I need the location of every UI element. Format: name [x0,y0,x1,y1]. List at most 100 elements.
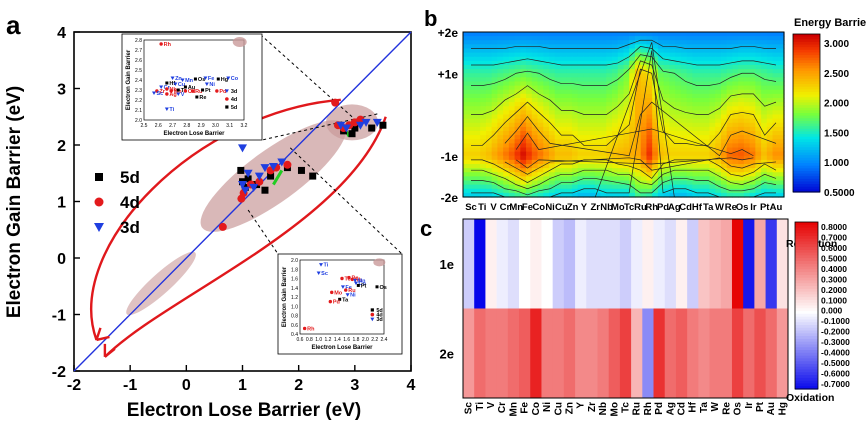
heat-cell [623,164,630,169]
heat-cell [663,93,670,99]
heat-cell [508,110,516,116]
inset-point-5d [183,85,187,89]
heat-cell [686,60,693,66]
inset-element-label: Mo [334,290,343,296]
heat-cell [589,65,596,70]
redox-cell [519,219,531,309]
heat-cell [749,164,756,169]
heat-cell [480,32,487,37]
heat-cell [732,98,739,103]
heat-cell [503,180,510,186]
inset-x-tick: 1.8 [353,337,360,343]
heat-cell [485,93,493,99]
heat-cell [709,164,716,169]
heat-cell [663,48,670,54]
heat-cell [669,89,676,95]
heat-cell [634,180,642,186]
heat-cell [663,139,670,144]
colorbar-segment [795,352,818,357]
heat-cell [600,114,607,120]
heat-cell [675,172,682,177]
heat-cell [749,131,756,136]
heat-cell [663,180,670,186]
heat-cell [669,60,676,66]
heat-cell [680,106,688,111]
heat-cell [778,155,785,161]
heat-cell [543,102,550,107]
heat-cell [766,122,774,128]
heat-cell [531,126,539,132]
heat-cell [703,44,711,50]
heat-cell [726,93,734,99]
heat-cell [554,151,562,157]
heat-cell [617,139,625,144]
heat-cell [766,93,774,99]
heat-cell [554,36,562,41]
heat-cell [526,176,533,182]
heat-cell [491,81,498,87]
heat-cell [778,172,785,177]
heat-cell [778,32,785,37]
inset-legend-label: 4d [231,97,237,103]
heat-cell [761,102,768,107]
heat-cell [589,98,596,103]
heat-cell [566,192,573,198]
heat-cell [474,122,481,128]
heatmap-frame [462,31,785,198]
element-label: Ru [632,402,643,415]
heat-cell [652,188,659,194]
heat-cell [463,81,470,87]
heat-cell [755,155,762,161]
heat-cell [508,98,516,103]
heat-cell [606,126,613,132]
heat-cell [761,81,768,87]
colorbar-segment [795,372,818,376]
heat-cell [709,56,716,62]
heat-cell [526,73,533,78]
heat-cell [652,159,659,165]
heat-cell [514,180,521,186]
heat-cell [692,77,699,83]
heat-cell [583,65,590,70]
heat-cell [743,81,751,87]
heat-cell [686,73,693,78]
heat-cell [761,93,768,99]
heat-cell [663,155,670,161]
heat-cell [537,139,544,144]
element-label: Zr [591,202,601,213]
colorbar-segment [795,380,818,385]
inset-point-4d [350,277,354,282]
heat-cell [594,188,602,194]
heat-cell [686,56,693,62]
heat-cell [554,93,562,99]
heat-cell [634,164,642,169]
heat-cell [709,131,716,136]
heat-cell [640,147,648,153]
heat-cell [703,118,711,124]
colorbar-segment [795,366,818,371]
heat-cell [612,110,619,116]
heat-cell [474,139,481,144]
heat-cell [508,126,516,132]
heat-cell [560,44,567,50]
heat-cell [543,192,550,198]
contour-line [471,39,776,49]
heat-cell [663,65,670,70]
heat-cell [474,131,481,136]
heat-cell [606,60,613,66]
colorbar-tick: 0.5000 [824,188,855,199]
colorbar-segment [795,222,818,226]
heat-cell [503,48,510,54]
heat-cell [554,159,562,165]
heat-cell [623,56,630,62]
element-label: Ru [634,202,647,213]
inset-point-5d [375,285,379,289]
heat-cell [606,69,613,74]
inset-ellipse [232,37,247,47]
heat-cell [778,164,785,169]
y-tick-label: 0 [57,251,66,268]
heat-cell [612,184,619,190]
heat-cell [738,135,745,140]
heat-cell [468,147,476,153]
heat-cell [703,85,711,91]
